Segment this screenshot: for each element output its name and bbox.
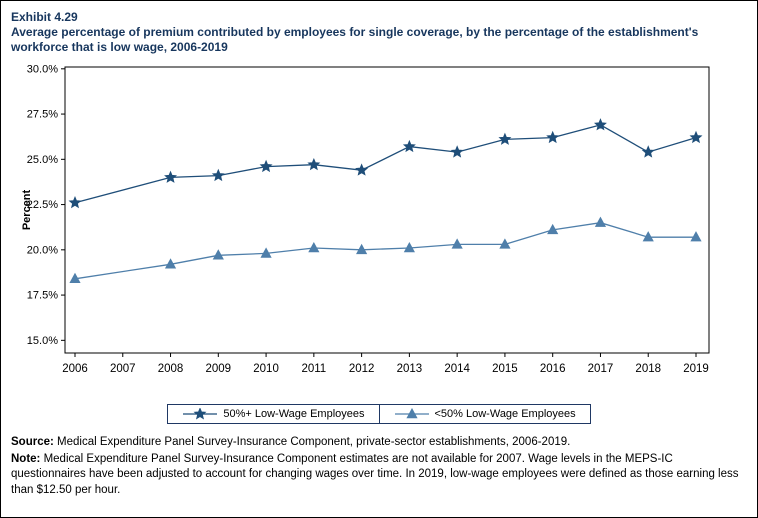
y-tick-label: 27.5% bbox=[27, 109, 58, 121]
note-label: Note: bbox=[11, 453, 41, 466]
star-marker bbox=[211, 168, 225, 182]
triangle-marker bbox=[547, 223, 559, 235]
x-tick-label: 2018 bbox=[635, 363, 661, 375]
star-marker bbox=[546, 130, 560, 144]
y-tick-label: 22.5% bbox=[27, 199, 58, 211]
triangle-marker bbox=[212, 249, 224, 260]
source-label: Source: bbox=[11, 436, 54, 448]
x-tick-label: 2009 bbox=[206, 363, 232, 375]
x-tick-label: 2019 bbox=[683, 363, 709, 375]
x-tick-label: 2015 bbox=[492, 363, 518, 375]
x-tick-label: 2007 bbox=[110, 363, 136, 375]
triangle-marker bbox=[308, 241, 320, 253]
x-tick-label: 2012 bbox=[349, 363, 375, 375]
star-marker bbox=[164, 170, 178, 183]
y-tick-label: 30.0% bbox=[27, 63, 58, 75]
methodology-note: Note: Medical Expenditure Panel Survey-I… bbox=[11, 452, 747, 498]
legend-label-under50: <50% Low-Wage Employees bbox=[434, 408, 576, 420]
legend: 50%+ Low-Wage Employees <50% Low-Wage Em… bbox=[11, 404, 747, 424]
chart-area: 15.0% 17.5% 20.0% 22.5% 25.0% 27.5% 30.0% 2006 2… bbox=[17, 61, 747, 398]
triangle-marker bbox=[690, 231, 702, 242]
legend-item-under50-low-wage: <50% Low-Wage Employees bbox=[378, 405, 590, 423]
x-tick-label: 2010 bbox=[253, 363, 279, 375]
star-marker bbox=[68, 195, 82, 209]
x-tick-label: 2006 bbox=[62, 363, 88, 375]
star-marker bbox=[450, 145, 464, 158]
star-marker bbox=[593, 118, 607, 131]
star-marker bbox=[689, 130, 703, 144]
legend-box: 50%+ Low-Wage Employees <50% Low-Wage Em… bbox=[167, 404, 591, 424]
line-chart-svg: 15.0% 17.5% 20.0% 22.5% 25.0% 27.5% 30.0% 2006 2… bbox=[21, 63, 710, 375]
x-tick-label: 2014 bbox=[444, 363, 470, 375]
star-marker bbox=[641, 145, 655, 158]
triangle-marker bbox=[69, 272, 81, 284]
exhibit-number: Exhibit 4.29 bbox=[11, 10, 78, 24]
star-marker bbox=[307, 157, 321, 171]
triangle-marker bbox=[356, 243, 368, 255]
x-tick-label: 2017 bbox=[588, 363, 614, 375]
triangle-marker bbox=[260, 247, 272, 258]
legend-item-50plus-low-wage: 50%+ Low-Wage Employees bbox=[168, 405, 378, 423]
triangle-marker bbox=[594, 216, 607, 227]
legend-label-50plus: 50%+ Low-Wage Employees bbox=[223, 408, 365, 420]
y-axis-title: Percent bbox=[21, 189, 33, 230]
star-marker-icon bbox=[183, 408, 218, 420]
chart-title: Average percentage of premium contribute… bbox=[11, 25, 699, 54]
y-tick-label: 20.0% bbox=[27, 244, 58, 256]
triangle-marker bbox=[642, 231, 654, 242]
triangle-marker bbox=[164, 258, 177, 269]
triangle-marker-icon bbox=[394, 408, 429, 419]
star-marker bbox=[402, 139, 416, 153]
x-tick-label: 2016 bbox=[540, 363, 566, 375]
plot-frame bbox=[64, 66, 710, 354]
y-tick-label: 25.0% bbox=[27, 154, 58, 166]
star-marker bbox=[498, 132, 512, 145]
y-tick-label: 17.5% bbox=[27, 290, 58, 302]
x-tick-label: 2008 bbox=[158, 363, 184, 375]
source-note: Source: Medical Expenditure Panel Survey… bbox=[11, 435, 747, 450]
source-text: Medical Expenditure Panel Survey-Insuran… bbox=[53, 436, 571, 448]
x-tick-label: 2011 bbox=[301, 363, 326, 375]
triangle-marker bbox=[403, 241, 415, 253]
series-line bbox=[74, 124, 697, 204]
star-marker bbox=[355, 163, 369, 176]
star-marker bbox=[259, 159, 273, 173]
series-line bbox=[74, 222, 696, 280]
y-tick-label: 15.0% bbox=[27, 335, 58, 347]
triangle-marker bbox=[499, 238, 511, 249]
note-text: Medical Expenditure Panel Survey-Insuran… bbox=[11, 453, 739, 496]
x-tick-label: 2013 bbox=[397, 363, 423, 375]
triangle-marker bbox=[451, 238, 463, 249]
